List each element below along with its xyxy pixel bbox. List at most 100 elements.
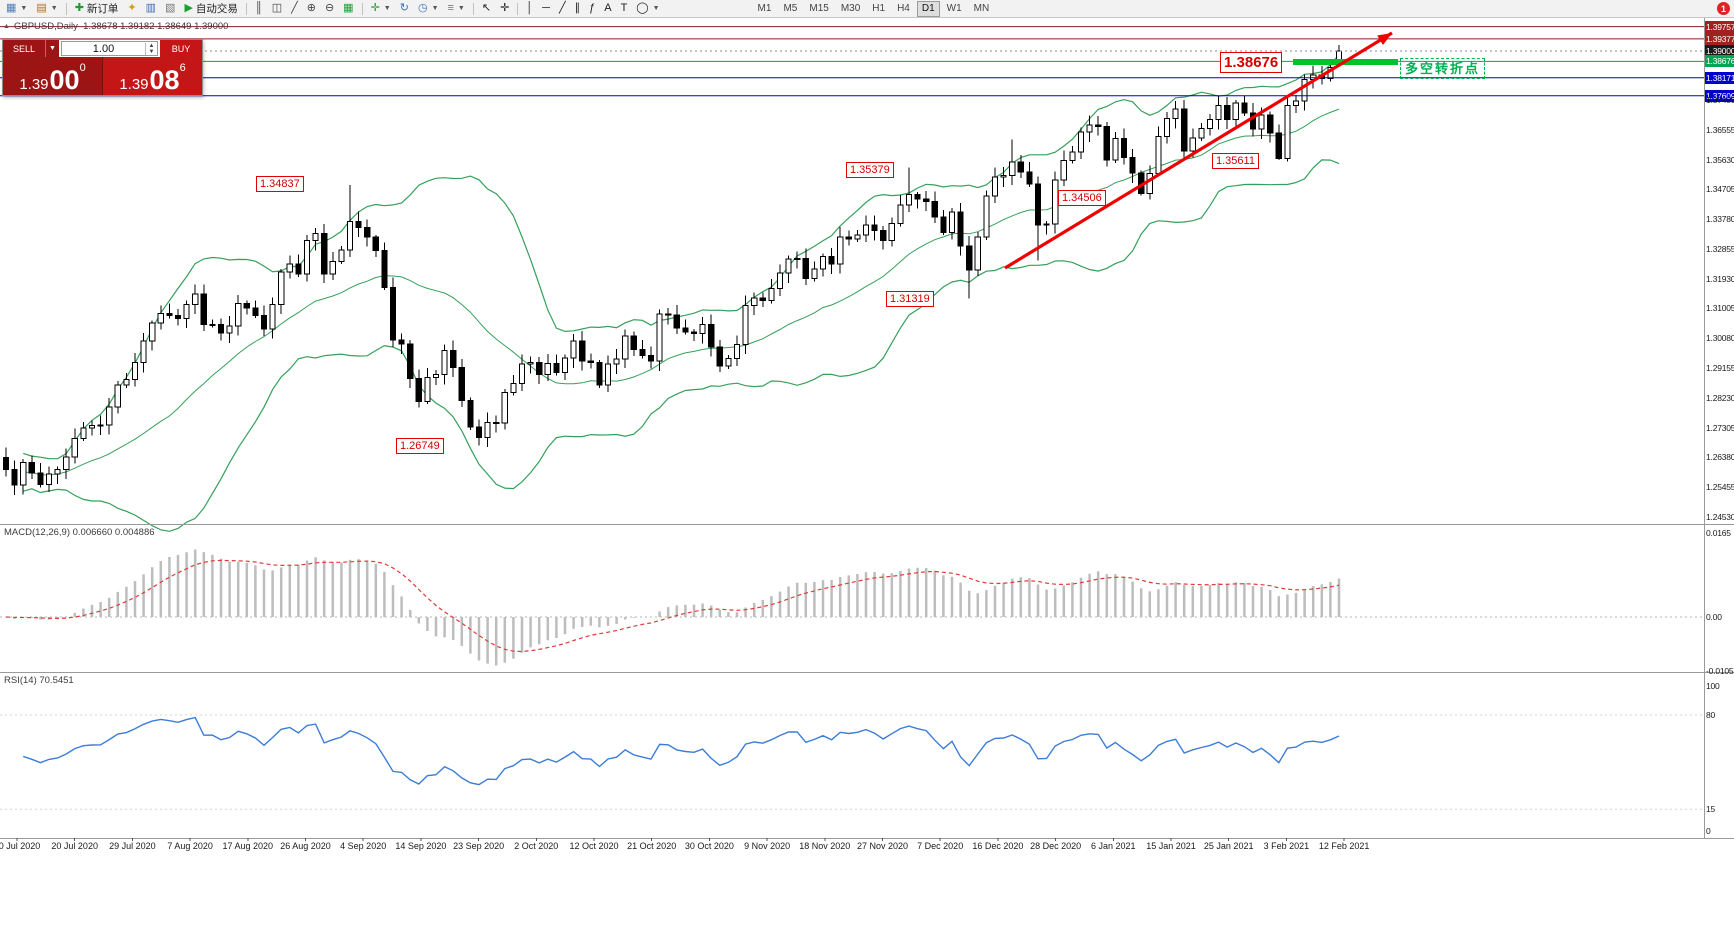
- period-button[interactable]: ◷ ▼: [414, 0, 443, 17]
- zoom-out-button[interactable]: ⊖: [321, 0, 338, 17]
- macd-scale-label: -0.010571: [1706, 665, 1734, 676]
- sell-price-button[interactable]: 1.39 00 0: [3, 57, 103, 95]
- fibonacci-tool[interactable]: ƒ: [585, 0, 599, 17]
- vertical-line-tool[interactable]: │: [522, 0, 537, 17]
- navigator-button[interactable]: ✦: [123, 0, 140, 17]
- bar-chart-icon: ║: [254, 2, 263, 14]
- price-scale-label: 1.25455: [1706, 482, 1734, 493]
- price-scale-label: 1.35630: [1706, 154, 1734, 165]
- timeframe-m1[interactable]: M1: [757, 3, 772, 14]
- text-tool[interactable]: A: [600, 0, 615, 17]
- market-watch-button[interactable]: ▥: [142, 0, 160, 17]
- timeframe-m30[interactable]: M30: [840, 3, 861, 14]
- line-chart-icon: ╱: [291, 2, 298, 14]
- price-scale-label: 1.26380: [1706, 452, 1734, 463]
- channel-tool[interactable]: ∥: [571, 0, 585, 17]
- date-label: 2 Oct 2020: [514, 841, 559, 851]
- buy-small-button[interactable]: BUY: [160, 40, 202, 57]
- shapes-tool[interactable]: ◯ ▼: [632, 0, 663, 17]
- macd-indicator: [0, 549, 1704, 666]
- notification-badge[interactable]: 1: [1717, 2, 1730, 15]
- volume-up-button[interactable]: ▲: [148, 42, 155, 49]
- chart-drawings[interactable]: [1004, 31, 1398, 270]
- toolbar: ▦ ▼ ▤ ▼ ✚ 新订单 ✦ ▥ ▧ ▶ 自动交易 ║ ◫ ╱ ⊕ ⊖ ▦ ✛ ▼ ↻ …: [0, 0, 1734, 18]
- auto-trading-button[interactable]: ▶ 自动交易: [180, 0, 241, 17]
- chart-expand-icon[interactable]: ▲: [3, 23, 10, 30]
- date-label: 27 Nov 2020: [856, 841, 909, 851]
- timeframe-w1[interactable]: W1: [946, 3, 962, 14]
- horizontal-line-tool[interactable]: ─: [538, 0, 554, 17]
- indicators-icon: ✛: [370, 2, 380, 14]
- chevron-down-icon: ▼: [20, 5, 28, 12]
- date-label: 23 Sep 2020: [453, 841, 505, 851]
- trendline-tool[interactable]: ╱: [555, 0, 570, 17]
- rsi-scale-label: 15: [1706, 804, 1716, 815]
- price-axis[interactable]: 1.39757 1.39377 1.39000 1.38676 1.38171 1.376…: [1705, 0, 1734, 943]
- timeframe-d1[interactable]: D1: [916, 0, 940, 17]
- buy-price-pips: 08: [149, 65, 180, 95]
- sell-price-point: 0: [79, 62, 86, 74]
- price-annotation-label[interactable]: 1.26749: [396, 438, 444, 454]
- turning-point-label[interactable]: 多空转折点: [1400, 58, 1486, 79]
- zoom-in-button[interactable]: ⊕: [303, 0, 320, 17]
- date-label: 25 Jan 2021: [1203, 841, 1254, 851]
- bar-chart-button[interactable]: ║: [251, 0, 267, 17]
- sell-options-dropdown[interactable]: ▼: [45, 40, 59, 57]
- price-scale-label: 1.28230: [1706, 392, 1734, 403]
- price-annotation-label[interactable]: 1.35379: [846, 162, 894, 178]
- volume-down-button[interactable]: ▼: [148, 48, 155, 55]
- buy-price-button[interactable]: 1.39 08 6: [103, 57, 202, 95]
- volume-value[interactable]: 1.00: [92, 42, 115, 55]
- candlestick-chart-icon: ◫: [271, 2, 283, 14]
- price-tag: 1.38676: [1705, 55, 1734, 68]
- chevron-down-icon: ▼: [652, 5, 660, 12]
- candlesticks: [2, 45, 1343, 495]
- sell-small-button[interactable]: SELL: [3, 40, 45, 57]
- rsi-header: RSI(14) 70.5451: [4, 675, 74, 686]
- new-chart-button[interactable]: ▦ ▼: [2, 0, 31, 17]
- tile-windows-button[interactable]: ▦: [339, 0, 357, 17]
- line-chart-button[interactable]: ╱: [287, 0, 302, 17]
- terminal-button[interactable]: ▧: [161, 0, 179, 17]
- timeframe-m15[interactable]: M15: [809, 3, 829, 14]
- date-label: 20 Jul 2020: [51, 841, 98, 851]
- price-annotation-label[interactable]: 1.34506: [1058, 190, 1106, 206]
- chevron-down-icon: ▼: [431, 5, 439, 12]
- date-ticks: [16, 838, 1345, 841]
- zoom-in-icon: ⊕: [306, 2, 316, 14]
- templates-button[interactable]: ≡ ▼: [444, 0, 469, 17]
- price-annotation-label[interactable]: 1.35611: [1212, 153, 1259, 169]
- chart-title: GBPUSD,Daily 1.38678 1.39182 1.38649 1.3…: [14, 21, 229, 32]
- crosshair-tool-button[interactable]: ✛: [496, 0, 513, 17]
- refresh-button[interactable]: ↻: [396, 0, 413, 17]
- indicators-button[interactable]: ✛ ▼: [367, 0, 395, 17]
- date-label: 30 Oct 2020: [684, 841, 734, 851]
- auto-trading-icon: ▶: [184, 2, 193, 14]
- pane-separators[interactable]: [0, 18, 1734, 839]
- buy-price-point: 6: [179, 62, 186, 74]
- timeframe-m5[interactable]: M5: [783, 3, 798, 14]
- price-annotation-label[interactable]: 1.34837: [256, 176, 304, 192]
- profiles-button[interactable]: ▤ ▼: [32, 0, 61, 17]
- timeframe-h4[interactable]: H4: [897, 3, 910, 14]
- volume-input[interactable]: 1.00 ▲ ▼: [61, 41, 158, 56]
- date-label: 16 Dec 2020: [972, 841, 1024, 851]
- cursor-tool-button[interactable]: ↖: [478, 0, 495, 17]
- fibonacci-icon: ƒ: [589, 2, 596, 14]
- new-order-button[interactable]: ✚ 新订单: [71, 0, 123, 17]
- price-annotation-label[interactable]: 1.31319: [886, 291, 934, 307]
- price-scale-label: 1.34705: [1706, 184, 1734, 195]
- timeframe-h1[interactable]: H1: [872, 3, 886, 14]
- macd-scale-label: 0.00: [1706, 612, 1722, 622]
- horizontal-level-lines[interactable]: [0, 26, 1704, 97]
- price-annotation-label[interactable]: 1.38676: [1220, 52, 1283, 73]
- price-scale-label: 1.30080: [1706, 333, 1734, 344]
- date-label: 9 Nov 2020: [744, 841, 791, 851]
- label-tool[interactable]: T: [617, 0, 632, 17]
- sell-price-main: 1.39: [19, 76, 49, 93]
- macd-scale-label: 0.0165: [1706, 528, 1731, 538]
- timeframe-mn[interactable]: MN: [973, 3, 990, 14]
- candlestick-chart-button[interactable]: ◫: [268, 0, 286, 17]
